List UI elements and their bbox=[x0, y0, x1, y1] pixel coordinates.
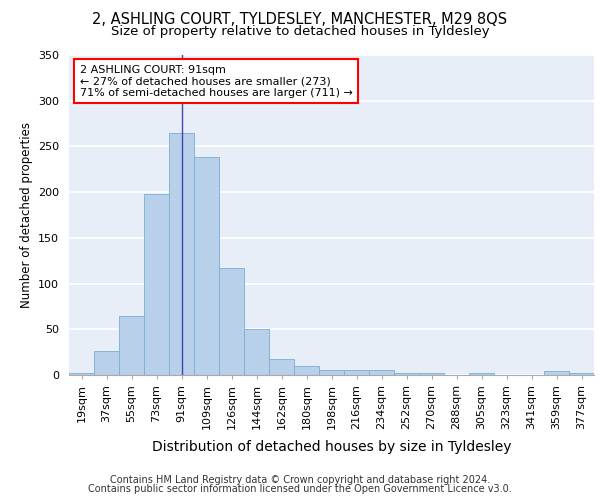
Text: 2 ASHLING COURT: 91sqm
← 27% of detached houses are smaller (273)
71% of semi-de: 2 ASHLING COURT: 91sqm ← 27% of detached… bbox=[79, 64, 352, 98]
Bar bbox=[344, 370, 369, 375]
Bar bbox=[294, 366, 319, 375]
Bar bbox=[544, 372, 569, 375]
Bar bbox=[394, 373, 419, 375]
Text: Contains HM Land Registry data © Crown copyright and database right 2024.: Contains HM Land Registry data © Crown c… bbox=[110, 475, 490, 485]
Bar bbox=[319, 370, 344, 375]
Bar bbox=[169, 132, 194, 375]
Text: Size of property relative to detached houses in Tyldesley: Size of property relative to detached ho… bbox=[110, 25, 490, 38]
Bar bbox=[119, 316, 144, 375]
Text: 2, ASHLING COURT, TYLDESLEY, MANCHESTER, M29 8QS: 2, ASHLING COURT, TYLDESLEY, MANCHESTER,… bbox=[92, 12, 508, 28]
Bar bbox=[69, 373, 94, 375]
Y-axis label: Number of detached properties: Number of detached properties bbox=[20, 122, 32, 308]
Bar bbox=[419, 373, 444, 375]
X-axis label: Distribution of detached houses by size in Tyldesley: Distribution of detached houses by size … bbox=[152, 440, 511, 454]
Bar bbox=[94, 351, 119, 375]
Bar bbox=[569, 373, 594, 375]
Bar bbox=[244, 330, 269, 375]
Bar bbox=[219, 268, 244, 375]
Bar bbox=[269, 358, 294, 375]
Text: Contains public sector information licensed under the Open Government Licence v3: Contains public sector information licen… bbox=[88, 484, 512, 494]
Bar bbox=[194, 158, 219, 375]
Bar bbox=[469, 373, 494, 375]
Bar bbox=[144, 194, 169, 375]
Bar bbox=[369, 370, 394, 375]
